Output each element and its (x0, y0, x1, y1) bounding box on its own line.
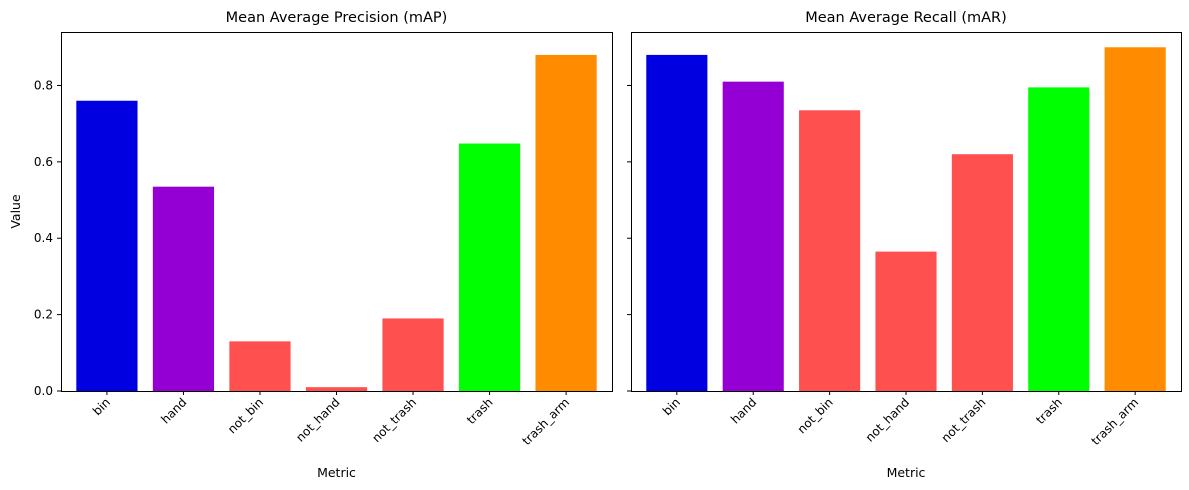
y-tick-label: 0.2 (34, 308, 53, 322)
bar-bin (76, 100, 138, 392)
bar-trash-arm (535, 54, 597, 391)
x-tick-label: trash_arm (519, 395, 572, 448)
bar-trash (1028, 87, 1090, 391)
x-tick-label: trash (1033, 395, 1065, 427)
map-chart-panel: Mean Average Precision (mAP) Metric Valu… (8, 10, 613, 480)
x-tick-label: trash (464, 395, 496, 427)
bar-not-bin (799, 110, 861, 391)
x-tick-label: bin (660, 395, 683, 418)
bar-not-hand (875, 251, 937, 391)
y-tick-label: 0.8 (34, 78, 53, 92)
bar-not-bin (229, 341, 291, 391)
mar-chart-panel: Mean Average Recall (mAR) Metric bin hand… (627, 10, 1182, 480)
bar-trash-arm (1104, 47, 1166, 391)
x-tick-label: not_bin (225, 395, 266, 436)
y-axis-label: Value (8, 194, 23, 229)
bar-bin (646, 54, 708, 391)
plot-frame (61, 32, 613, 392)
bar-trash (458, 143, 521, 391)
x-tick-label: not_hand (863, 395, 912, 444)
bar-not-hand (305, 387, 368, 391)
y-tick-label: 0.4 (34, 231, 53, 245)
x-tick-label: bin (90, 395, 113, 418)
x-tick-label: not_hand (293, 395, 342, 444)
bar-not-trash (951, 154, 1013, 391)
x-axis-label: Metric (317, 465, 356, 480)
x-tick-label: not_trash (369, 395, 419, 445)
x-tick-label: hand (728, 395, 759, 426)
chart-title: Mean Average Recall (mAR) (805, 10, 1007, 26)
x-tick-label: not_trash (939, 395, 989, 445)
bar-hand (722, 81, 784, 392)
y-tick-label: 0.0 (34, 384, 53, 398)
x-tick-label: not_bin (795, 395, 836, 436)
y-tick-label: 0.6 (34, 155, 53, 169)
x-tick-label: hand (158, 395, 189, 426)
chart-title: Mean Average Precision (mAP) (226, 10, 448, 26)
bar-hand (152, 186, 215, 391)
bar-not-trash (382, 318, 444, 391)
x-axis-label: Metric (887, 465, 926, 480)
x-tick-label: trash_arm (1089, 395, 1142, 448)
